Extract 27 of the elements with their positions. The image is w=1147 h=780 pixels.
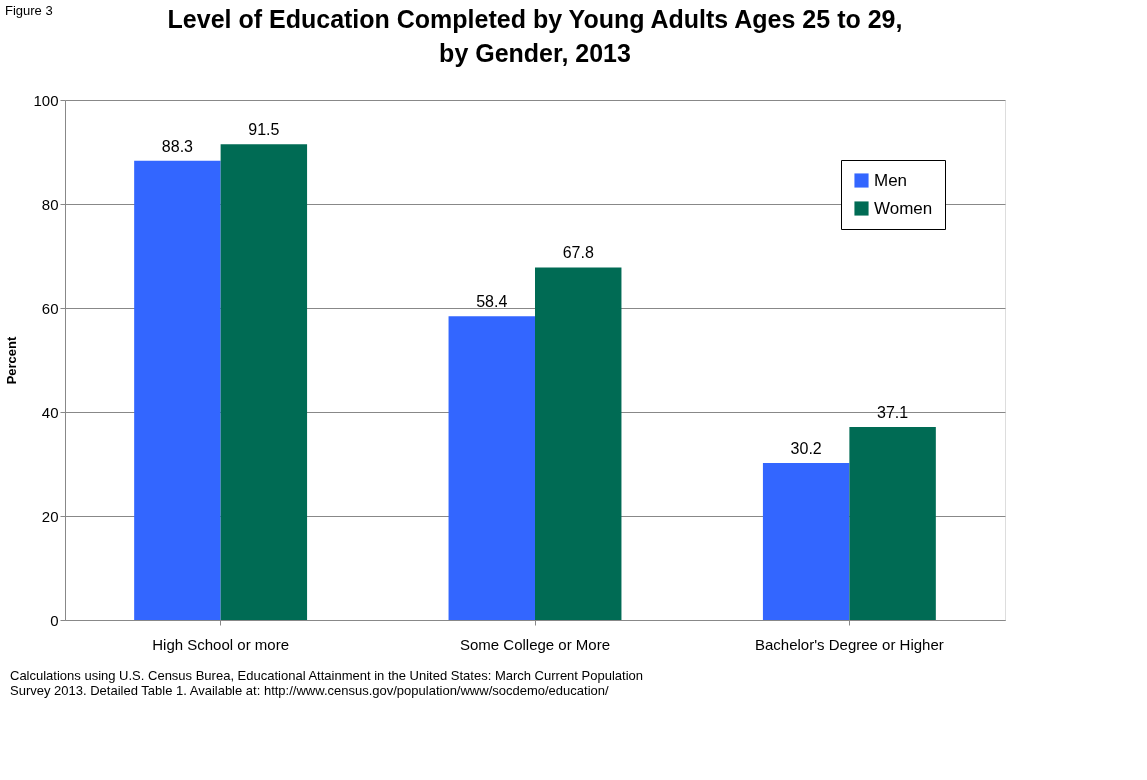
legend-label: Men <box>874 170 908 190</box>
y-tick-label: 20 <box>41 507 59 525</box>
y-tick-label: 40 <box>41 403 59 421</box>
text: Calculations using U.S. Census Burea, Educational Attainment in the United States: March Current Population Survey 2013. Detailed Table 1. Available at: http://www.census.gov/population/www/socdemo/education/ <box>10 668 644 698</box>
data-label: 58.4 <box>476 293 508 311</box>
bar <box>134 160 221 620</box>
y-tick-label: 80 <box>41 195 59 213</box>
caption: Figure 3 <box>5 3 53 18</box>
data-label: 91.5 <box>248 121 280 139</box>
chart-title: Level of Education Completed by Young Adults Ages 25 to 29, by Gender, 2013 <box>167 5 903 67</box>
y-tick-label: 0 <box>50 611 59 629</box>
bar <box>535 267 622 620</box>
data-label: 67.8 <box>562 244 594 262</box>
legend-label: Women <box>874 198 933 218</box>
x-tick-label: High School or more <box>152 635 289 653</box>
data-label: 30.2 <box>790 439 822 457</box>
x-tick-label: Some College or More <box>459 635 611 653</box>
y-tick-label: 60 <box>41 299 59 317</box>
bar <box>448 316 535 620</box>
bar <box>762 462 850 620</box>
y-tick-label: 100 <box>33 91 59 109</box>
bar <box>220 144 308 620</box>
y-axis-title: Percent <box>4 335 20 385</box>
bar <box>849 427 936 620</box>
x-tick-label: Bachelor's Degree or Higher <box>754 635 944 653</box>
data-label: 88.3 <box>161 137 194 155</box>
data-label: 37.1 <box>877 404 909 422</box>
